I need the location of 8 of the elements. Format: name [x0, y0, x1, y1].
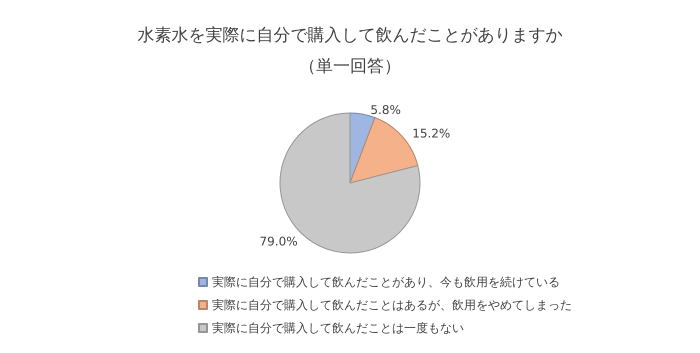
data-label: 5.8%	[370, 103, 401, 118]
chart-title: 水素水を実際に自分で購入して飲んだことがありますか	[138, 26, 562, 46]
legend-label: 実際に自分で購入して飲んだことがあり、今も飲用を続けている	[212, 275, 560, 289]
legend-label: 実際に自分で購入して飲んだことは一度もない	[212, 321, 464, 335]
legend-label: 実際に自分で購入して飲んだことはあるが、飲用をやめてしまった	[212, 298, 572, 312]
data-label: 15.2%	[412, 126, 450, 141]
chart-subtitle: （単一回答）	[299, 56, 401, 76]
data-label: 79.0%	[260, 234, 298, 248]
